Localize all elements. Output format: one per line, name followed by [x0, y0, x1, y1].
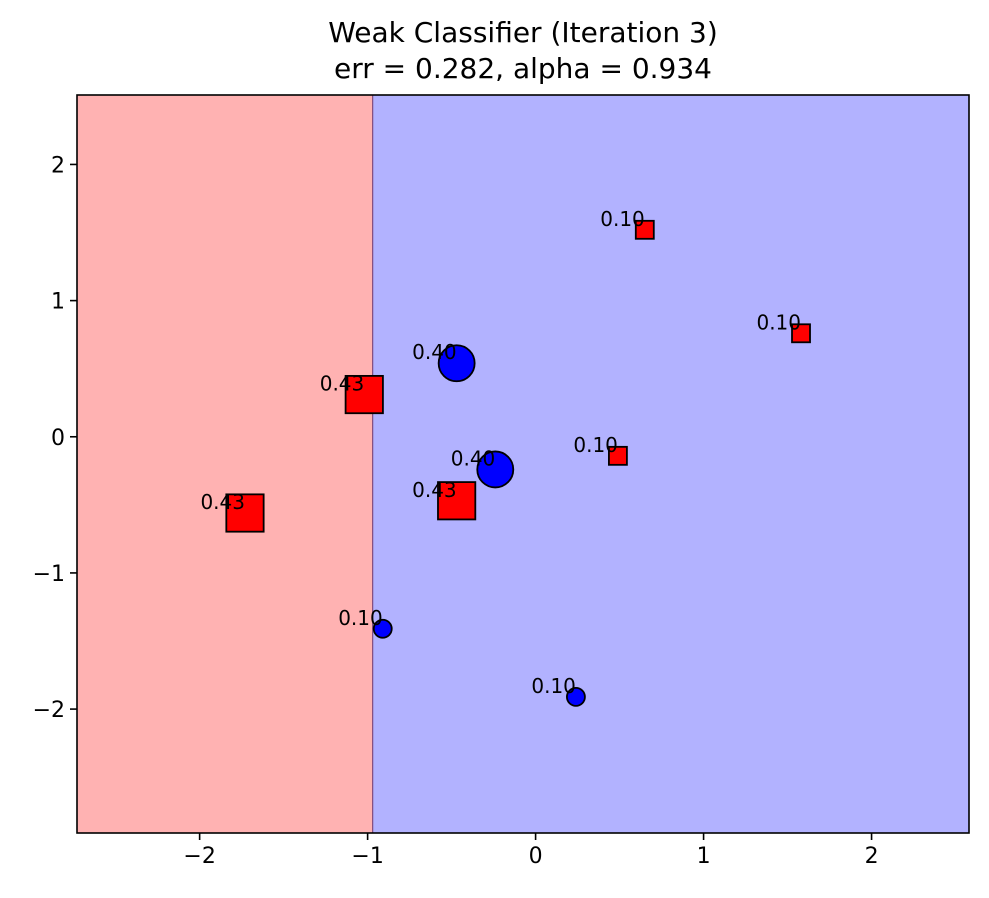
- x-tick-label-4: 2: [865, 844, 879, 869]
- y-tick-label-2: 0: [51, 426, 65, 451]
- x-tick-label-0: −2: [183, 844, 215, 869]
- weight-label-6: 0.43: [200, 490, 245, 514]
- weight-label-9: 0.10: [531, 674, 576, 698]
- chart-subtitle: err = 0.282, alpha = 0.934: [334, 52, 712, 85]
- axes-frame: [76, 94, 970, 834]
- weight-label-0: 0.10: [600, 207, 645, 231]
- weight-label-7: 0.43: [412, 478, 457, 502]
- point-circle-2: [437, 344, 476, 383]
- point-square-7: [437, 481, 477, 521]
- region-left: [77, 95, 373, 833]
- point-circle-5: [476, 450, 515, 489]
- y-tick-label-3: 1: [51, 290, 65, 315]
- weight-label-8: 0.10: [338, 606, 383, 630]
- plot-area: 0.10 0.10 0.40 0.43 0.10 0.40 0.43 0.43 0.10 0.10…: [33, 94, 970, 869]
- point-square-3: [344, 374, 384, 415]
- weight-label-3: 0.43: [320, 372, 365, 396]
- point-square-1: [791, 323, 811, 344]
- weight-label-2: 0.40: [412, 340, 457, 364]
- chart-title: Weak Classifier (Iteration 3): [328, 16, 718, 49]
- x-tick-label-2: 0: [529, 844, 543, 869]
- y-tick-label-4: 2: [51, 153, 65, 178]
- point-circle-8: [372, 618, 393, 639]
- weight-label-5: 0.40: [451, 446, 496, 470]
- x-tick-label-3: 1: [697, 844, 711, 869]
- region-right: [372, 95, 970, 833]
- y-tick-label-1: −1: [33, 562, 65, 587]
- x-tick-label-1: −1: [351, 844, 383, 869]
- point-square-0: [634, 219, 655, 240]
- point-square-6: [225, 493, 265, 533]
- weight-label-1: 0.10: [756, 310, 801, 334]
- point-square-4: [608, 445, 628, 466]
- weight-label-4: 0.10: [573, 433, 618, 457]
- y-tick-label-0: −2: [33, 698, 65, 723]
- point-circle-9: [566, 686, 586, 707]
